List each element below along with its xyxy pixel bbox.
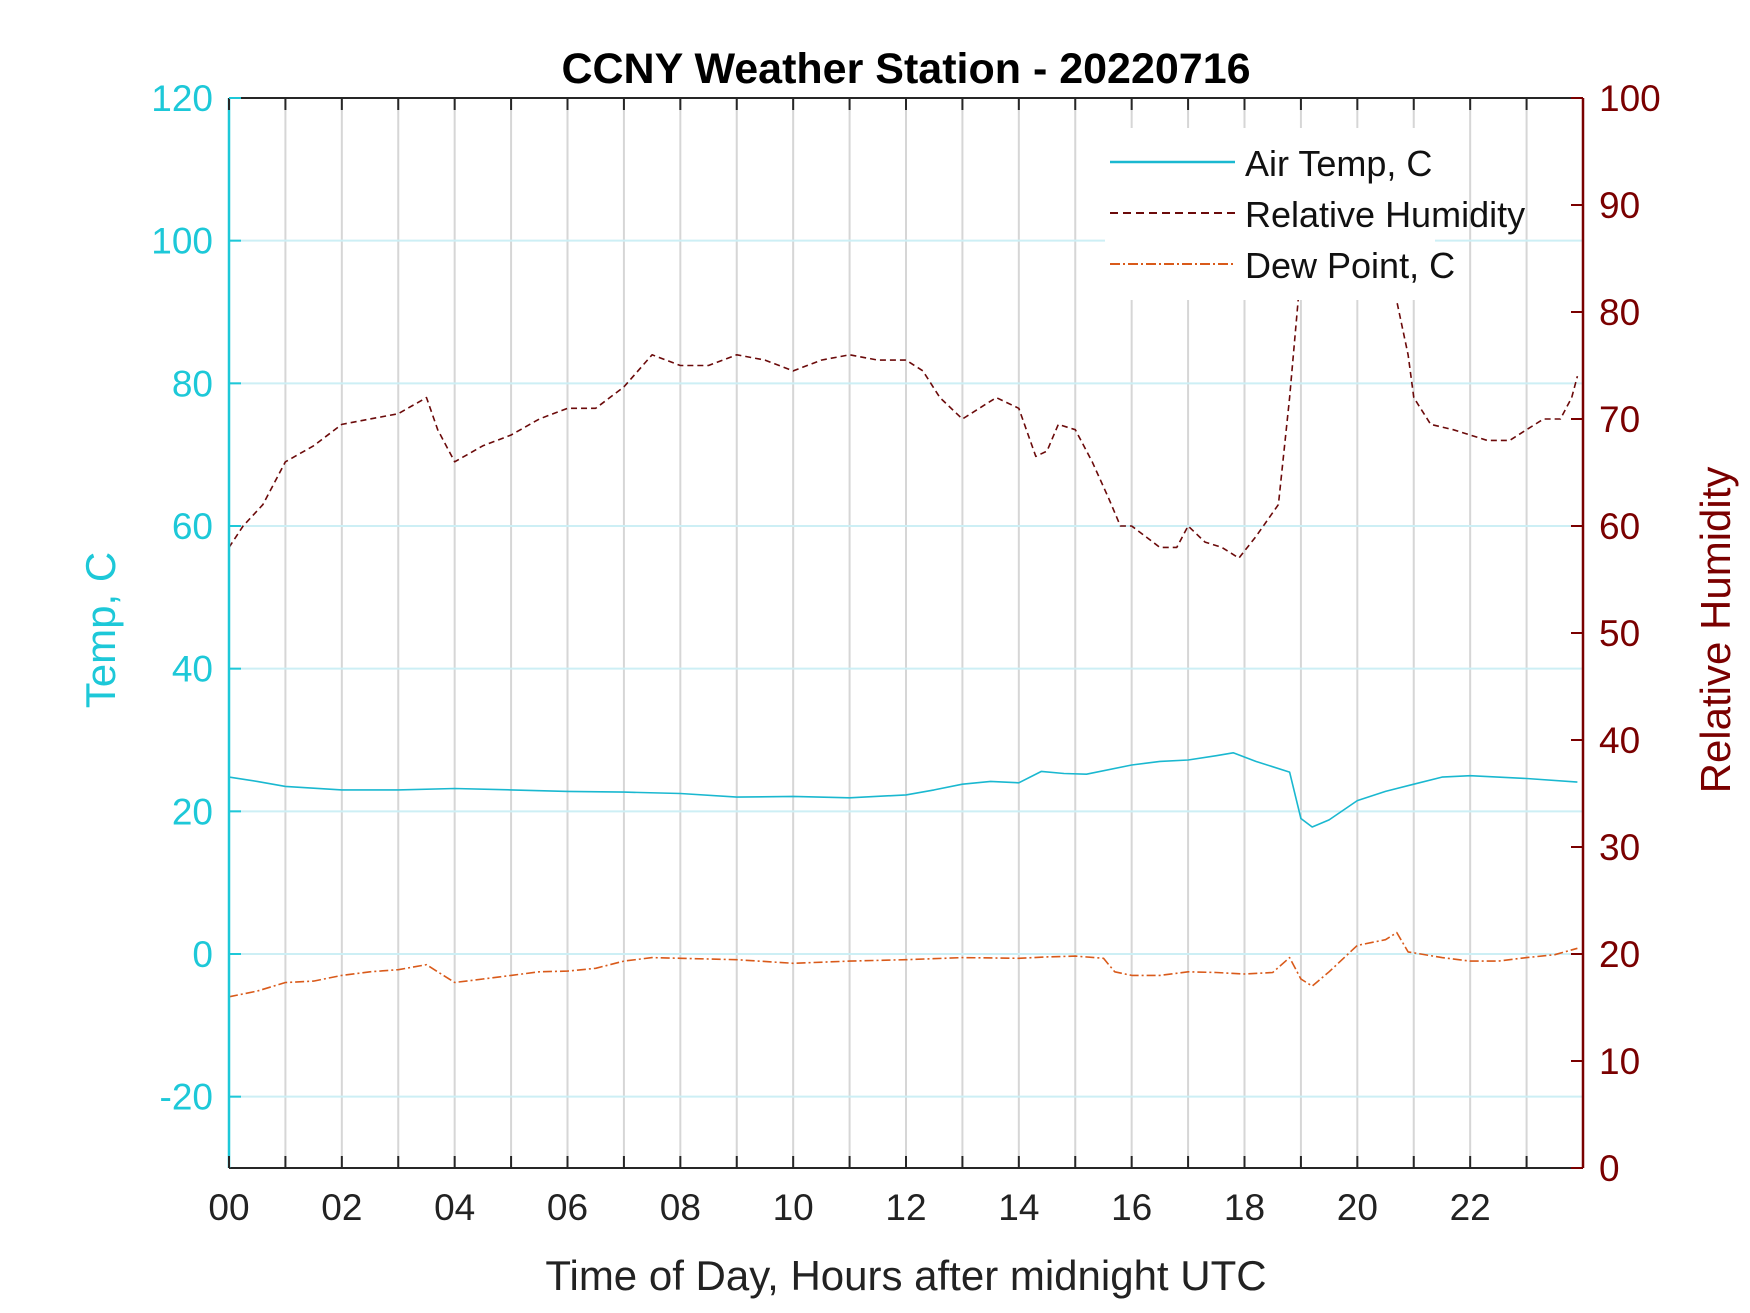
x-tick-label: 22 [1450, 1187, 1491, 1228]
right-tick-label: 30 [1599, 827, 1640, 868]
right-tick-label: 80 [1599, 292, 1640, 333]
ticks-layer: 00 02 04 06 08 10 12 14 16 18 20 22120100806040200-… [151, 78, 1660, 1228]
legend: Air Temp, C Relative Humidity Dew Point,… [1105, 128, 1525, 300]
x-tick-label: 20 [1337, 1187, 1378, 1228]
chart-title: CCNY Weather Station - 20220716 [561, 45, 1250, 93]
right-tick-label: 90 [1599, 185, 1640, 226]
left-tick-label: 20 [172, 791, 213, 832]
left-tick-label: 60 [172, 506, 213, 547]
right-axis-label: Relative Humidity [1692, 467, 1739, 794]
right-tick-label: 60 [1599, 506, 1640, 547]
legend-label-air-temp: Air Temp, C [1245, 143, 1432, 184]
x-tick-label: 12 [885, 1187, 926, 1228]
right-tick-label: 10 [1599, 1041, 1640, 1082]
x-tick-label: 08 [660, 1187, 701, 1228]
right-tick-label: 0 [1599, 1148, 1620, 1189]
left-tick-label: 100 [151, 221, 213, 262]
x-tick-label: 06 [547, 1187, 588, 1228]
left-tick-label: 120 [151, 78, 213, 119]
x-tick-label: 16 [1111, 1187, 1152, 1228]
left-tick-label: 40 [172, 649, 213, 690]
dew-point-line [228, 931, 1578, 998]
left-tick-label: 0 [192, 934, 213, 975]
legend-label-humidity: Relative Humidity [1245, 194, 1525, 235]
left-tick-label: -20 [160, 1077, 213, 1118]
x-axis-label: Time of Day, Hours after midnight UTC [545, 1252, 1266, 1299]
right-tick-label: 20 [1599, 934, 1640, 975]
left-axis-label: Temp, C [77, 552, 124, 708]
x-tick-label: 04 [434, 1187, 475, 1228]
right-tick-label: 50 [1599, 613, 1640, 654]
legend-background [1105, 128, 1435, 300]
right-tick-label: 40 [1599, 720, 1640, 761]
grid-layer [229, 97, 1583, 1168]
humidity-line [228, 263, 1579, 559]
legend-label-dew-point: Dew Point, C [1245, 245, 1455, 286]
right-tick-label: 100 [1599, 78, 1661, 119]
x-tick-label: 02 [321, 1187, 362, 1228]
x-tick-label: 18 [1224, 1187, 1265, 1228]
left-tick-label: 80 [172, 363, 213, 404]
x-tick-label: 10 [773, 1187, 814, 1228]
x-tick-label: 00 [208, 1187, 249, 1228]
series-layer [228, 263, 1579, 998]
x-tick-label: 14 [998, 1187, 1039, 1228]
right-tick-label: 70 [1599, 399, 1640, 440]
air-temp-line [228, 751, 1578, 828]
